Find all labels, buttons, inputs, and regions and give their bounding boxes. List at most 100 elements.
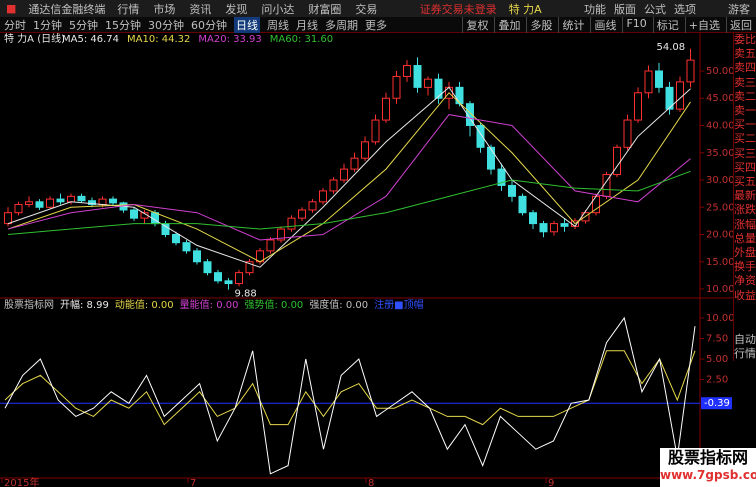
- candle-body: [193, 250, 201, 263]
- chart-title: 特 力A (日线): [4, 33, 65, 45]
- tool-button[interactable]: F10: [622, 16, 647, 33]
- candle-body: [56, 198, 65, 203]
- period-tab[interactable]: 5分钟: [69, 18, 98, 32]
- period-tab[interactable]: 15分钟: [105, 18, 141, 32]
- tool-button[interactable]: 统计: [558, 16, 584, 33]
- menu-right-item[interactable]: 版面: [614, 2, 636, 16]
- menu-right-item[interactable]: 公式: [644, 2, 666, 16]
- tool-button[interactable]: +自选: [684, 16, 720, 33]
- quote-label: 委比: [734, 33, 756, 46]
- quote-label: 总量: [734, 231, 756, 245]
- candle-body: [518, 195, 527, 214]
- ma-legend: MA60: 31.60: [270, 34, 333, 45]
- quote-label: 换手: [734, 260, 756, 274]
- quote-label: 净资: [734, 274, 756, 288]
- indicator-header: 动能值: 0.00: [115, 298, 174, 311]
- indicator-header: 强度值: 0.00: [309, 298, 368, 311]
- y-tick-label: 20.00: [706, 230, 733, 241]
- quote-label: 收益: [734, 288, 756, 302]
- candle-body: [308, 201, 317, 211]
- candle-body: [319, 190, 327, 203]
- candle-body: [298, 209, 306, 219]
- candle-body: [655, 70, 663, 88]
- candle-body: [224, 280, 233, 285]
- menu-item[interactable]: 市场: [153, 2, 176, 16]
- period-tab[interactable]: 1分钟: [33, 18, 62, 32]
- candle-body: [550, 223, 558, 233]
- menu-right: 功能 版面 公式 选项: [584, 1, 696, 17]
- menu-item[interactable]: 财富圈: [308, 2, 342, 16]
- tool-button[interactable]: 复权: [462, 16, 488, 33]
- period-tab[interactable]: 日线: [234, 16, 260, 33]
- indicator-line: [4, 316, 696, 475]
- x-tick-label: 2015年: [4, 476, 39, 487]
- tool-button[interactable]: 多股: [526, 16, 552, 33]
- candle-body: [98, 198, 107, 206]
- quote-label: 涨幅: [734, 217, 756, 231]
- ma-legend: MA20: 33.93: [198, 34, 261, 45]
- tool-button[interactable]: 叠加: [494, 16, 520, 33]
- menu-item[interactable]: 问小达: [261, 2, 295, 16]
- level-badge: [701, 397, 732, 410]
- x-tick-label: 8: [368, 478, 374, 487]
- candle-body: [340, 168, 348, 181]
- y-tick-label: 10.00: [706, 313, 733, 324]
- period-tab[interactable]: 周线: [267, 18, 289, 32]
- period-tab[interactable]: 更多: [365, 18, 387, 32]
- stock-name: 特 力A: [508, 2, 542, 16]
- candle-body: [25, 201, 33, 206]
- tool-buttons: 复权 叠加 多股 统计 画线 F10 标记 +自选 返回: [462, 16, 752, 33]
- indicator-header: 开幅: 8.99: [60, 298, 109, 311]
- candle-body: [245, 261, 254, 274]
- candle-body: [361, 141, 369, 159]
- period-tabs: 分时 1分钟 5分钟 15分钟 30分钟 60分钟 日线 周线 月线 多周期 更多: [4, 16, 387, 33]
- candle-body: [476, 125, 485, 148]
- menu-items: 行情 市场 资讯 发现 问小达 财富圈 交易: [117, 1, 377, 17]
- y-tick-label: 25.00: [706, 202, 733, 213]
- candle-body: [14, 204, 23, 214]
- menu-item[interactable]: 交易: [355, 2, 378, 16]
- candle-body: [644, 70, 653, 94]
- ma-line: [7, 92, 691, 263]
- indicator-header: 量能值: 0.00: [180, 298, 239, 311]
- y-tick-label: 35.00: [706, 148, 733, 159]
- app-name: 通达信金融终端: [28, 2, 106, 16]
- y-tick-label: 50.00: [706, 66, 733, 77]
- candle-body: [529, 212, 537, 225]
- candle-body: [182, 242, 191, 252]
- candle-body: [350, 157, 359, 170]
- quote-label: 最新: [734, 189, 756, 203]
- ma-line: [7, 114, 691, 241]
- candle-body: [382, 97, 390, 121]
- period-tab[interactable]: 多周期: [325, 18, 358, 32]
- logo: ■: [6, 2, 17, 15]
- period-tab[interactable]: 30分钟: [148, 18, 184, 32]
- high-label: 54.08: [657, 42, 686, 53]
- candle-body: [88, 200, 96, 206]
- candle-body: [686, 59, 695, 83]
- side-panel: 委比 卖五 卖四 卖三 卖二 卖一 买一 买二 买三 买四 买五 最新 涨跌 涨幅 总量 外盘 换手 净资 收益 自动…: [733, 33, 756, 362]
- menu-right-item[interactable]: 选项: [674, 2, 696, 16]
- candle-body: [392, 75, 401, 99]
- candle-body: [434, 78, 443, 99]
- candle-body: [214, 272, 222, 282]
- menu-item[interactable]: 资讯: [189, 2, 212, 16]
- menu-item[interactable]: 行情: [117, 2, 140, 16]
- notice[interactable]: 证券交易未登录: [419, 2, 497, 16]
- menu-right-item[interactable]: 功能: [584, 2, 606, 16]
- period-tab[interactable]: 60分钟: [191, 18, 227, 32]
- menu-item[interactable]: 发现: [225, 2, 248, 16]
- watermark-url: www.7gpsb.com: [660, 468, 756, 482]
- period-tab[interactable]: 月线: [296, 18, 318, 32]
- tool-button[interactable]: 标记: [652, 16, 679, 33]
- user[interactable]: 游客: [728, 2, 750, 16]
- y-tick-label: 7.50: [706, 333, 728, 344]
- ma-line: [7, 86, 691, 268]
- y-tick-label: 40.00: [706, 121, 733, 132]
- tool-button[interactable]: 画线: [590, 16, 616, 33]
- period-tab[interactable]: 分时: [4, 18, 26, 32]
- tool-button[interactable]: 返回: [726, 16, 752, 33]
- watermark-title: 股票指标网: [667, 448, 748, 467]
- candle-body: [277, 228, 285, 241]
